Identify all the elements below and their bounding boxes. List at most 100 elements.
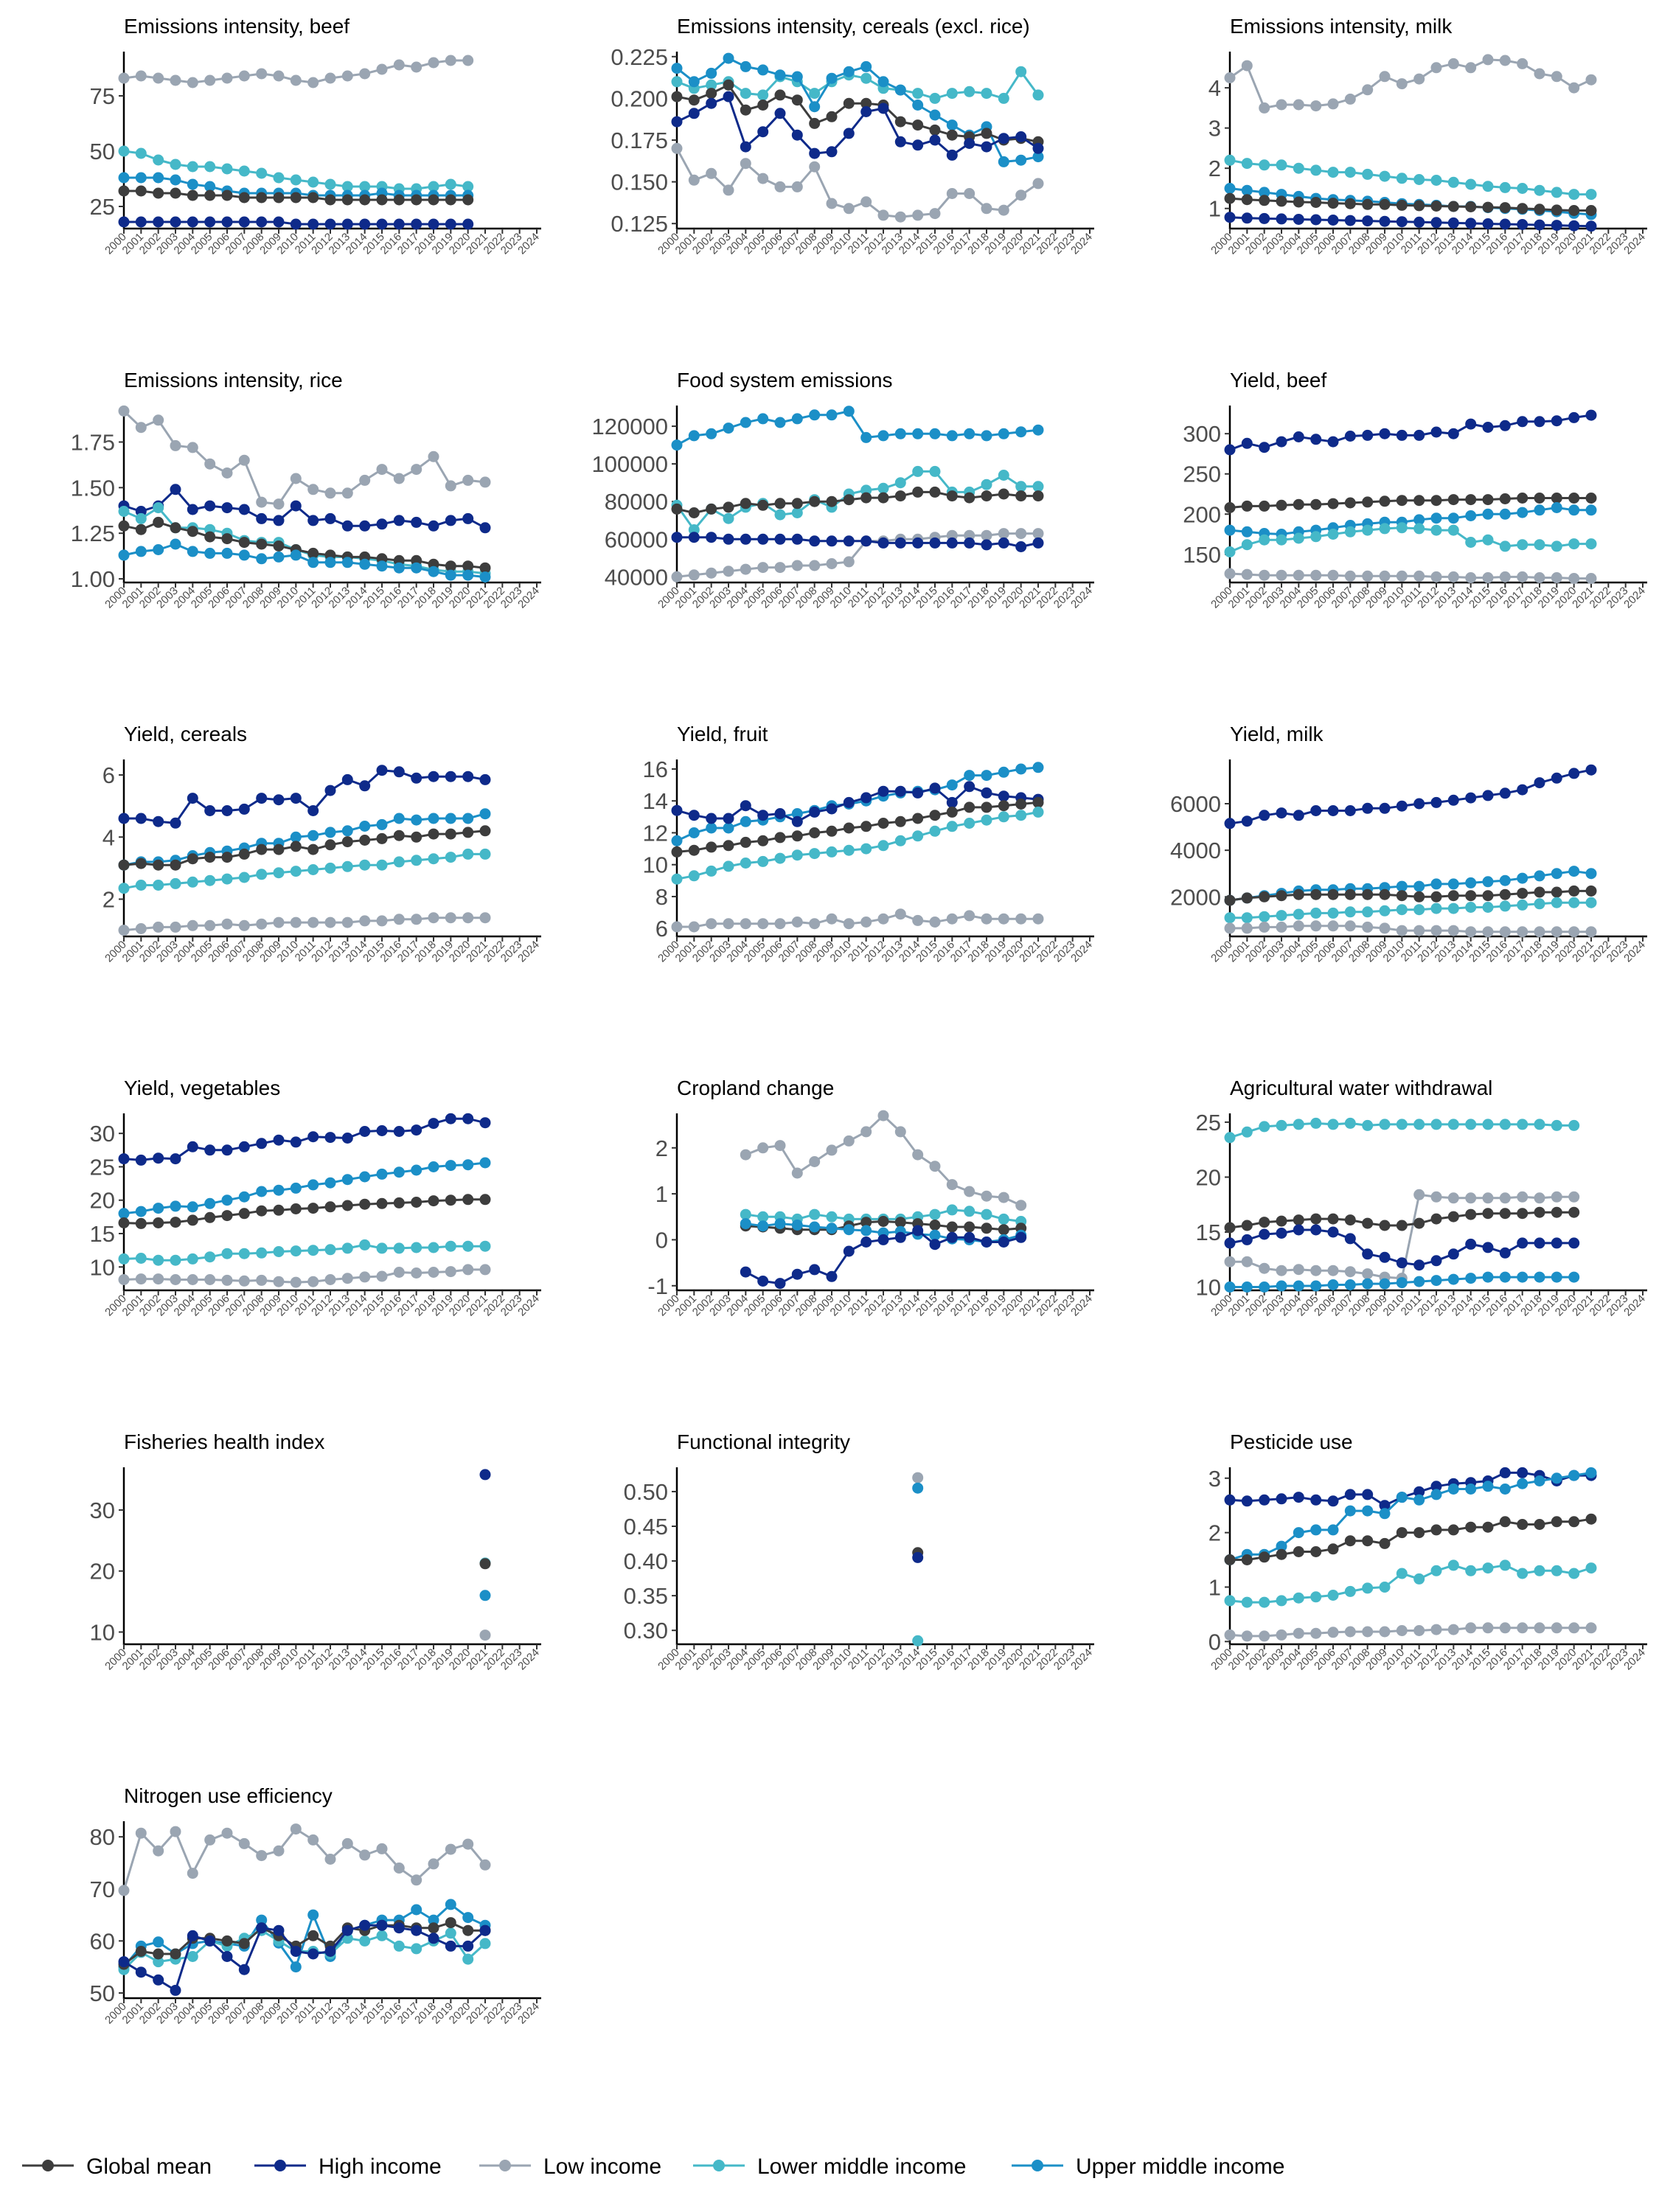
data-point	[1327, 888, 1339, 900]
series-line	[676, 410, 1039, 446]
data-point	[170, 159, 181, 170]
data-point	[1276, 1280, 1287, 1292]
data-point	[428, 520, 439, 532]
data-point	[1310, 1546, 1322, 1557]
data-point	[1293, 1627, 1304, 1639]
data-point	[1568, 1568, 1580, 1579]
data-point	[187, 161, 198, 173]
data-point	[1293, 431, 1304, 442]
data-point	[1517, 493, 1528, 504]
data-point	[740, 417, 751, 428]
data-point	[877, 840, 889, 852]
data-point	[273, 515, 285, 526]
data-point	[998, 1192, 1009, 1203]
data-point	[221, 547, 233, 559]
data-point	[740, 1218, 751, 1230]
panel: Fisheries health index102030200020012002…	[90, 1430, 542, 1672]
data-point	[1568, 493, 1580, 504]
y-tick-label: 15	[1196, 1220, 1221, 1245]
legend-label: Global mean	[86, 2154, 212, 2179]
series-line	[676, 810, 1039, 880]
data-point	[290, 866, 302, 877]
data-point	[1344, 526, 1356, 538]
data-point	[1465, 1208, 1477, 1220]
data-point	[912, 1635, 924, 1646]
data-point	[894, 116, 906, 128]
data-point	[1585, 538, 1597, 550]
data-point	[894, 84, 906, 96]
data-point	[1362, 168, 1374, 180]
y-tick-label: 20	[1196, 1164, 1221, 1190]
data-point	[688, 108, 700, 119]
data-point	[1430, 1524, 1442, 1536]
data-point	[256, 553, 268, 565]
y-tick-label: 0.200	[611, 86, 668, 111]
data-point	[757, 1142, 769, 1154]
data-point	[1430, 426, 1442, 438]
legend-marker	[499, 2160, 511, 2171]
data-point	[1032, 913, 1044, 925]
data-point	[929, 1239, 941, 1251]
data-point	[1447, 1524, 1459, 1536]
data-point	[359, 1935, 371, 1947]
data-point	[1362, 1217, 1374, 1229]
data-point	[981, 529, 992, 541]
data-point	[809, 409, 821, 421]
data-point	[238, 70, 250, 82]
data-point	[1447, 512, 1459, 524]
data-point	[187, 77, 198, 88]
data-point	[740, 533, 751, 545]
data-point	[877, 1216, 889, 1227]
data-point	[1344, 1489, 1356, 1500]
series-line	[1229, 1564, 1592, 1604]
legend-item-high: High income	[254, 2154, 442, 2179]
series-line	[1229, 507, 1591, 535]
series-line	[1229, 1471, 1592, 1561]
data-point	[1482, 1242, 1494, 1253]
y-tick-label: 6	[655, 916, 668, 942]
data-point	[221, 1248, 233, 1259]
data-point	[1259, 891, 1270, 902]
data-point	[1362, 429, 1374, 441]
data-point	[1482, 181, 1494, 192]
data-point	[1517, 899, 1528, 911]
data-point	[877, 482, 889, 494]
y-tick-label: 0.40	[624, 1548, 668, 1574]
data-point	[1259, 442, 1270, 453]
data-point	[1379, 1119, 1391, 1130]
data-point	[946, 779, 958, 791]
data-point	[307, 557, 319, 568]
data-point	[894, 908, 906, 920]
data-point	[912, 1482, 924, 1494]
data-point	[671, 921, 683, 933]
data-point	[428, 813, 439, 824]
data-point	[359, 1849, 371, 1861]
data-point	[170, 538, 181, 550]
data-point	[1362, 888, 1374, 900]
data-point	[393, 562, 405, 574]
data-point	[1259, 212, 1270, 224]
data-point	[462, 848, 474, 860]
data-point	[860, 1217, 872, 1228]
data-point	[1447, 794, 1459, 806]
data-point	[877, 913, 889, 925]
data-point	[1015, 189, 1027, 201]
data-point	[445, 1113, 456, 1124]
data-point	[1465, 877, 1477, 888]
data-point	[809, 147, 821, 159]
data-point	[135, 1946, 147, 1957]
data-point	[1517, 1622, 1528, 1634]
data-point	[1465, 201, 1477, 212]
data-point	[462, 1953, 474, 1965]
data-point	[187, 1214, 198, 1226]
data-point	[1551, 926, 1562, 938]
data-point	[187, 1868, 198, 1879]
data-point	[1259, 921, 1270, 933]
data-point	[1447, 217, 1459, 229]
data-point	[688, 844, 700, 856]
data-point	[118, 520, 130, 532]
data-point	[1293, 1527, 1304, 1539]
data-point	[1413, 429, 1425, 441]
data-point	[1241, 1495, 1253, 1507]
panel: Nitrogen use efficiency50607080200020012…	[90, 1784, 542, 2026]
